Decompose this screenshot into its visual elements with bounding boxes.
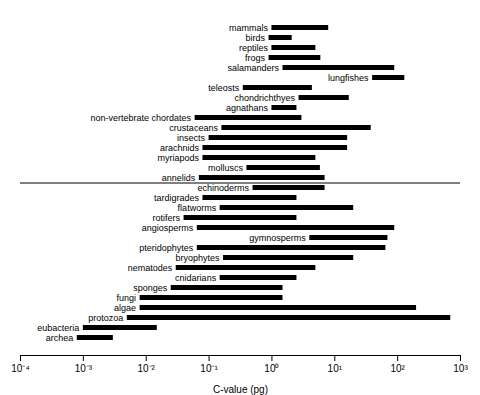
svg-text:rotifers: rotifers xyxy=(153,213,181,223)
svg-text:10⁻¹: 10⁻¹ xyxy=(200,363,218,374)
svg-text:10²: 10² xyxy=(390,363,405,374)
svg-text:lungfishes: lungfishes xyxy=(328,73,369,83)
svg-text:10⁰: 10⁰ xyxy=(264,363,279,374)
svg-text:echinoderms: echinoderms xyxy=(197,183,249,193)
svg-text:gymnosperms: gymnosperms xyxy=(249,233,306,243)
svg-text:frogs: frogs xyxy=(245,53,266,63)
svg-text:tardigrades: tardigrades xyxy=(154,193,200,203)
svg-text:eubacteria: eubacteria xyxy=(37,323,79,333)
svg-text:agnathans: agnathans xyxy=(226,103,269,113)
svg-text:10³: 10³ xyxy=(453,363,468,374)
svg-text:teleosts: teleosts xyxy=(208,83,240,93)
svg-text:crustaceans: crustaceans xyxy=(169,123,218,133)
svg-text:10⁻³: 10⁻³ xyxy=(75,363,93,374)
svg-text:non-vertebrate chordates: non-vertebrate chordates xyxy=(91,113,192,123)
svg-text:bryophytes: bryophytes xyxy=(176,253,221,263)
svg-text:insects: insects xyxy=(177,133,206,143)
svg-text:algae: algae xyxy=(114,303,136,313)
svg-text:birds: birds xyxy=(246,33,266,43)
svg-text:mammals: mammals xyxy=(229,23,269,33)
svg-text:flatworms: flatworms xyxy=(178,203,217,213)
svg-text:fungi: fungi xyxy=(117,293,137,303)
svg-text:nematodes: nematodes xyxy=(128,263,173,273)
svg-text:sponges: sponges xyxy=(133,283,168,293)
svg-text:archea: archea xyxy=(46,333,74,343)
svg-text:arachnids: arachnids xyxy=(160,143,200,153)
svg-text:myriapods: myriapods xyxy=(157,153,199,163)
svg-text:annelids: annelids xyxy=(162,173,196,183)
svg-text:10¹: 10¹ xyxy=(328,363,343,374)
svg-text:10⁻⁴: 10⁻⁴ xyxy=(11,363,29,374)
svg-text:molluscs: molluscs xyxy=(208,163,244,173)
svg-text:C-value (pg): C-value (pg) xyxy=(213,384,268,395)
svg-text:angiosperms: angiosperms xyxy=(142,223,194,233)
svg-text:chondrichthyes: chondrichthyes xyxy=(234,93,295,103)
svg-text:protozoa: protozoa xyxy=(88,313,123,323)
svg-text:cnidarians: cnidarians xyxy=(175,273,217,283)
svg-text:10⁻²: 10⁻² xyxy=(137,363,155,374)
svg-text:salamanders: salamanders xyxy=(227,63,279,73)
svg-text:reptiles: reptiles xyxy=(239,43,269,53)
svg-text:pteridophytes: pteridophytes xyxy=(139,243,194,253)
